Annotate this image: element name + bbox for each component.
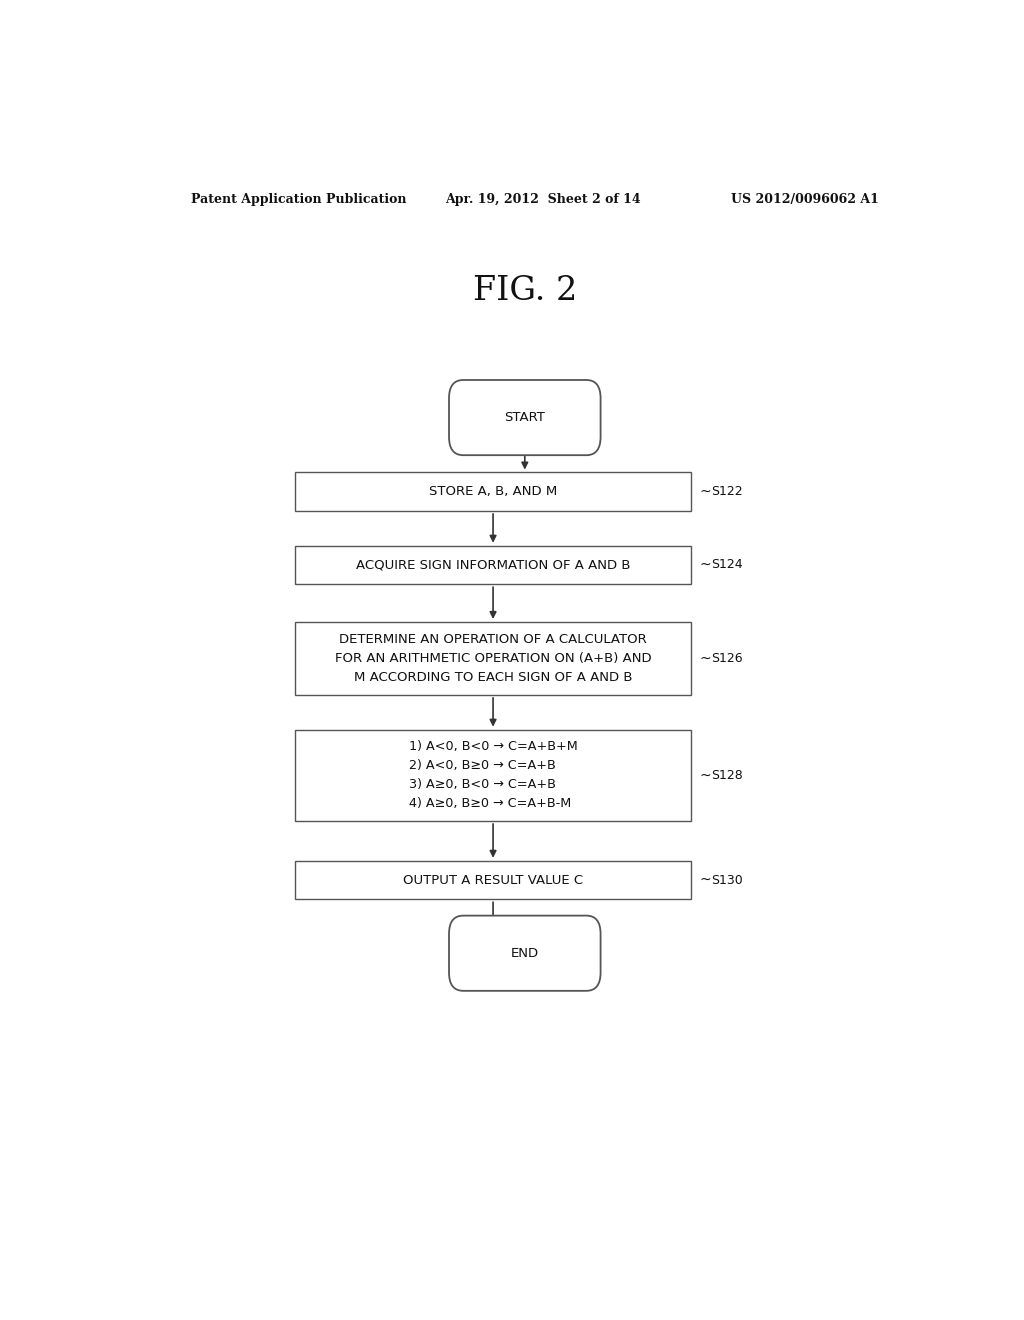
Text: DETERMINE AN OPERATION OF A CALCULATOR
FOR AN ARITHMETIC OPERATION ON (A+B) AND
: DETERMINE AN OPERATION OF A CALCULATOR F… (335, 634, 651, 684)
Text: FIG. 2: FIG. 2 (473, 275, 577, 306)
Text: ~: ~ (699, 484, 711, 499)
Text: ~: ~ (699, 768, 711, 783)
FancyBboxPatch shape (295, 861, 691, 899)
Text: S126: S126 (712, 652, 743, 665)
Text: OUTPUT A RESULT VALUE C: OUTPUT A RESULT VALUE C (403, 874, 583, 887)
Text: S130: S130 (712, 874, 743, 887)
Text: S122: S122 (712, 486, 743, 498)
Text: 1) A<0, B<0 → C=A+B+M
2) A<0, B≥0 → C=A+B
3) A≥0, B<0 → C=A+B
4) A≥0, B≥0 → C=A+: 1) A<0, B<0 → C=A+B+M 2) A<0, B≥0 → C=A+… (409, 741, 578, 810)
FancyBboxPatch shape (295, 473, 691, 511)
Text: S124: S124 (712, 558, 743, 572)
Text: ACQUIRE SIGN INFORMATION OF A AND B: ACQUIRE SIGN INFORMATION OF A AND B (355, 558, 631, 572)
Text: START: START (505, 411, 545, 424)
Text: US 2012/0096062 A1: US 2012/0096062 A1 (731, 193, 879, 206)
Text: END: END (511, 946, 539, 960)
Text: Patent Application Publication: Patent Application Publication (191, 193, 407, 206)
Text: STORE A, B, AND M: STORE A, B, AND M (429, 486, 557, 498)
FancyBboxPatch shape (295, 622, 691, 696)
FancyBboxPatch shape (449, 380, 601, 455)
Text: ~: ~ (699, 652, 711, 665)
Text: S128: S128 (712, 768, 743, 781)
Text: ~: ~ (699, 873, 711, 887)
Text: ~: ~ (699, 558, 711, 572)
FancyBboxPatch shape (295, 545, 691, 585)
FancyBboxPatch shape (449, 916, 601, 991)
FancyBboxPatch shape (295, 730, 691, 821)
Text: Apr. 19, 2012  Sheet 2 of 14: Apr. 19, 2012 Sheet 2 of 14 (445, 193, 641, 206)
